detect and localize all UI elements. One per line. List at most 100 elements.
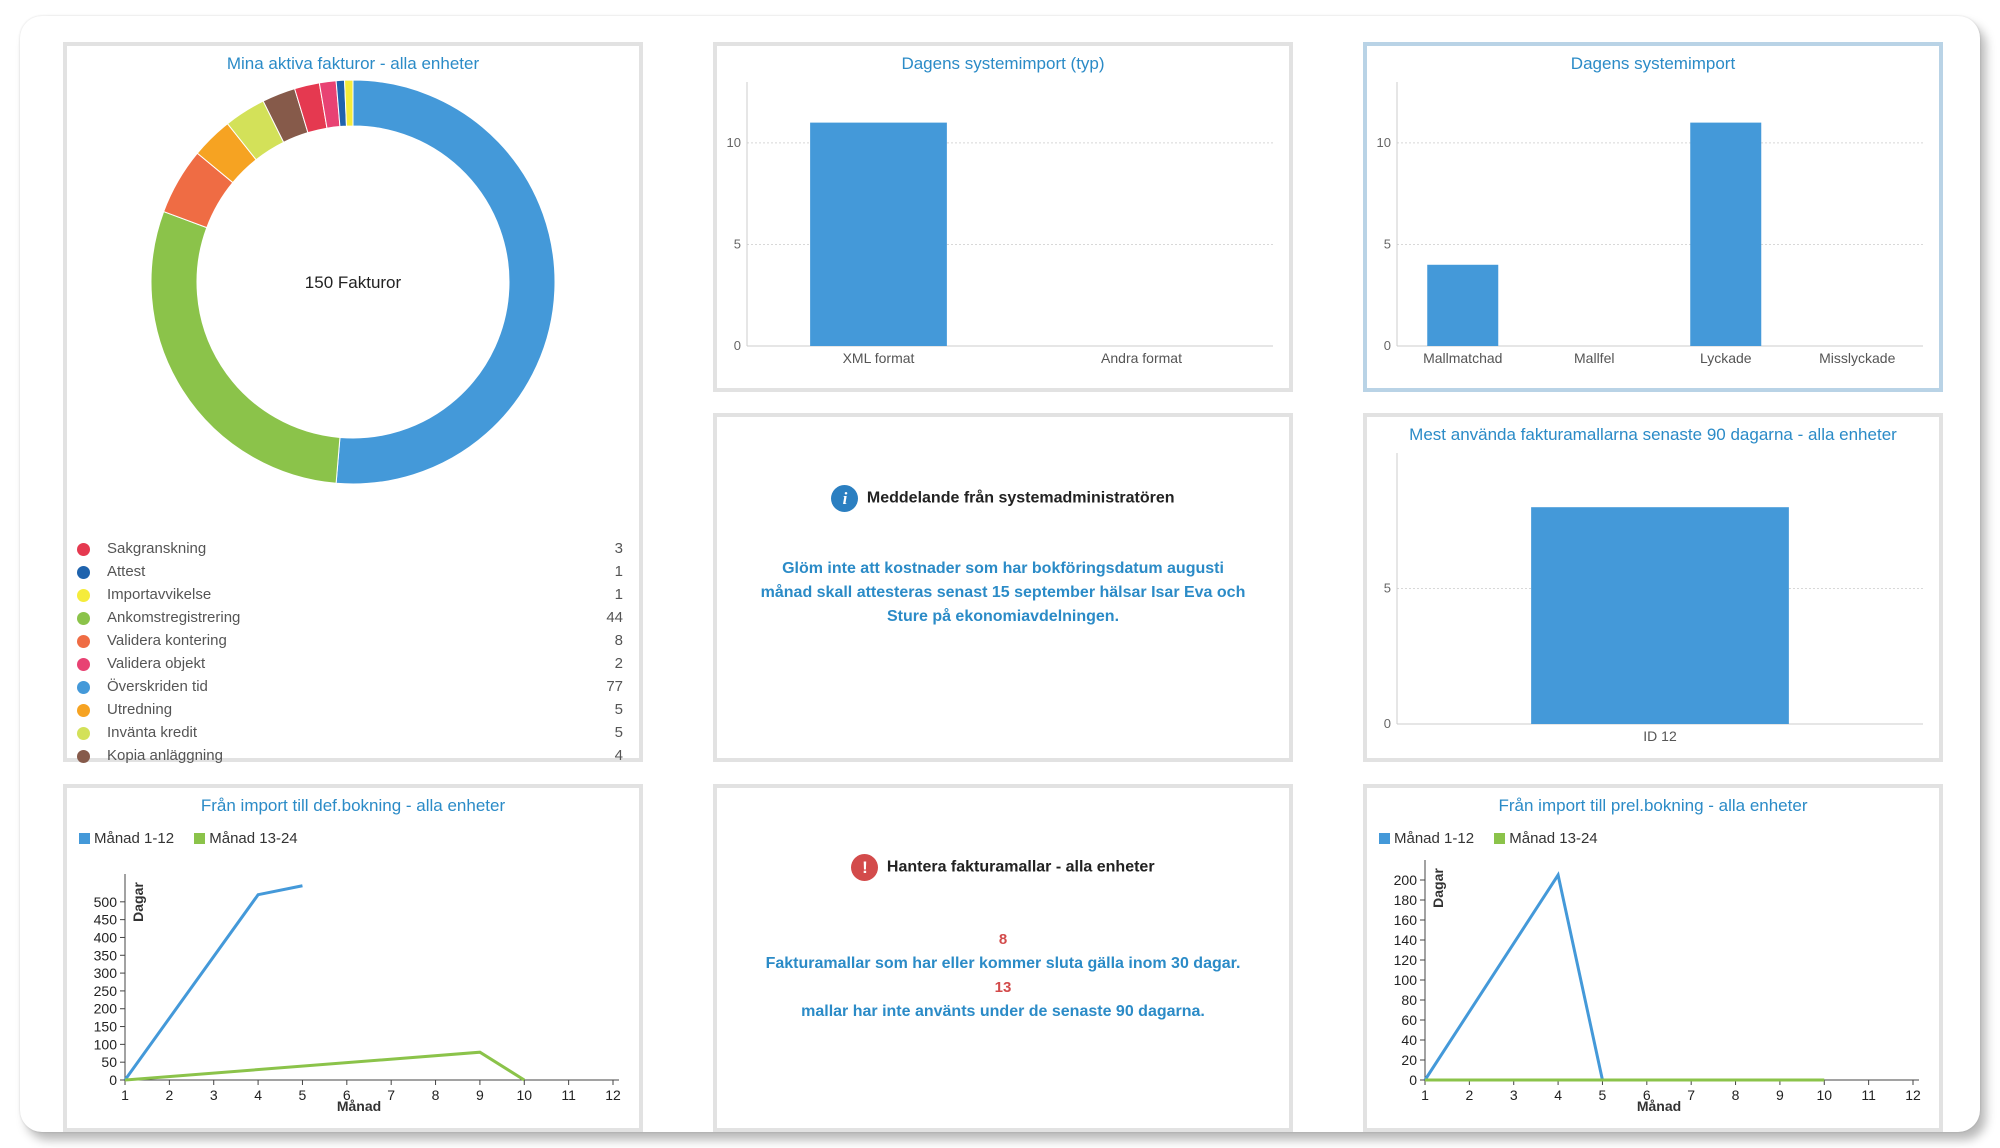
legend-count: 8 [614,632,623,649]
legend-count: 77 [606,678,623,695]
admin-message-body: Glöm inte att kostnader som har bokförin… [760,560,1246,625]
legend-label: Importavvikelse [107,586,212,603]
legend-item[interactable]: Importavvikelse 1 [73,585,629,608]
bar-chart-import-type: 0 5 10 XML format Andra format [727,82,1273,366]
legend-item[interactable]: Validera objekt 2 [73,654,629,677]
legend-dot [77,727,90,740]
bar-chart-templates: 0 5 ID 12 [1384,453,1923,744]
legend-swatch [194,833,206,844]
x-tick-label: ID 12 [1643,728,1677,744]
x-tick-label: 6 [1643,1087,1651,1103]
y-tick-label: 5 [734,236,741,251]
legend-label: Månad 1-12 [1394,830,1475,847]
bar[interactable] [810,122,947,346]
y-tick-label: 250 [94,983,118,999]
donut-slice-1[interactable] [150,210,341,484]
bar-chart-import: 0 5 10 Mallmatchad Mallfel Lyckade Misslyckade [1377,82,1923,366]
x-tick-label: 4 [254,1087,262,1103]
legend-label: Utredning [107,701,173,718]
y-tick-label: 350 [94,947,118,963]
legend-item[interactable]: Invänta kredit 5 [73,723,629,746]
x-tick-label: 3 [1510,1087,1518,1103]
legend-item-series-1[interactable]: Månad 1-12 [1379,830,1474,847]
x-axis-label: Månad [1637,1098,1681,1114]
legend-item[interactable]: Utredning 5 [73,700,629,723]
legend-dot [77,589,90,602]
legend-label: Validera objekt [107,655,206,672]
legend-item-series-1[interactable]: Månad 1-12 [79,830,174,847]
x-tick-label: 6 [343,1087,351,1103]
legend-item[interactable]: Kopia anläggning 4 [73,746,629,769]
legend-dot [77,681,90,694]
y-tick-label: 100 [1394,972,1418,988]
legend-item[interactable]: Attest 1 [73,562,629,585]
x-tick-label: 5 [299,1087,307,1103]
bar[interactable] [1427,264,1499,346]
x-tick-label: 5 [1599,1087,1607,1103]
donut-legend: Sakgranskning 3 Attest 1 Importavvikelse 1 Ank… [73,539,629,769]
panel-title: Dagens systemimport (typ) [901,54,1105,73]
x-tick-label: Mallfel [1574,350,1614,366]
legend-dot [77,612,90,625]
x-tick-label: 3 [210,1087,218,1103]
legend-item-series-2[interactable]: Månad 13-24 [194,830,298,847]
legend-count: 1 [614,563,623,580]
y-axis-label: Dagar [130,882,146,922]
x-tick-label: Andra format [1101,350,1182,366]
panel-title: Mina aktiva fakturor - alla enheter [226,54,480,73]
y-tick-label: 10 [1377,135,1391,150]
panel-import: Dagens systemimport 0 5 10 Mallmatchad Mallf… [1363,42,1943,392]
templates-message-body: 8 Fakturamallar som har eller kommer slu… [717,928,1289,1024]
x-tick-label: 9 [476,1087,484,1103]
line-legend: Månad 1-12 Månad 13-24 [1379,830,1614,847]
y-tick-label: 120 [1394,952,1418,968]
legend-count: 2 [614,655,623,672]
bar[interactable] [1690,122,1762,346]
legend-label: Attest [107,563,146,580]
y-tick-label: 0 [1384,716,1391,731]
unused-count[interactable]: 13 [994,979,1012,996]
x-tick-label: 2 [1465,1087,1473,1103]
legend-dot [77,658,90,671]
x-tick-label: 1 [1421,1087,1429,1103]
panel-def-booking: Från import till def.bokning - alla enhe… [63,784,643,1132]
x-tick-label: 12 [605,1087,621,1103]
legend-dot [77,566,90,579]
legend-swatch [1494,833,1506,844]
y-tick-label: 150 [94,1019,118,1035]
legend-count: 5 [614,724,623,741]
x-tick-label: 10 [1816,1087,1832,1103]
donut-chart: 150 Fakturor [150,79,556,485]
x-tick-label: 7 [1687,1087,1695,1103]
legend-item[interactable]: Överskriden tid 77 [73,677,629,700]
x-tick-label: Misslyckade [1819,350,1895,366]
legend-item[interactable]: Ankomstregistrering 44 [73,608,629,631]
series-line-1[interactable] [123,884,303,1081]
legend-item-series-2[interactable]: Månad 13-24 [1494,830,1598,847]
panel-title: Mest använda fakturamallarna senaste 90 … [1409,425,1897,444]
legend-item[interactable]: Sakgranskning 3 [73,539,629,562]
legend-dot [77,543,90,556]
y-tick-label: 500 [94,894,118,910]
legend-label: Överskriden tid [107,678,208,695]
legend-swatch [1379,833,1390,844]
warning-icon: ! [851,854,879,881]
panel-prel-booking: Från import till prel.bokning - alla enh… [1363,784,1943,1132]
bar[interactable] [1531,507,1789,724]
y-tick-label: 0 [109,1072,117,1088]
legend-count: 4 [614,747,623,764]
templates-message-heading-row: ! Hantera fakturamallar - alla enheter [717,854,1289,881]
y-axis-label: Dagar [1430,868,1446,908]
series-line-1[interactable] [1423,871,1604,1081]
legend-item[interactable]: Validera kontering 8 [73,631,629,654]
x-tick-label: 11 [561,1087,576,1103]
legend-count: 3 [614,540,623,557]
x-tick-label: 9 [1776,1087,1784,1103]
series-line-2[interactable] [124,1050,526,1082]
legend-dot [77,635,90,648]
donut-slice-9[interactable] [344,79,354,127]
expiring-count[interactable]: 8 [998,931,1008,948]
legend-count: 5 [614,701,623,718]
y-tick-label: 40 [1401,1032,1417,1048]
donut-slice-0[interactable] [335,79,556,485]
